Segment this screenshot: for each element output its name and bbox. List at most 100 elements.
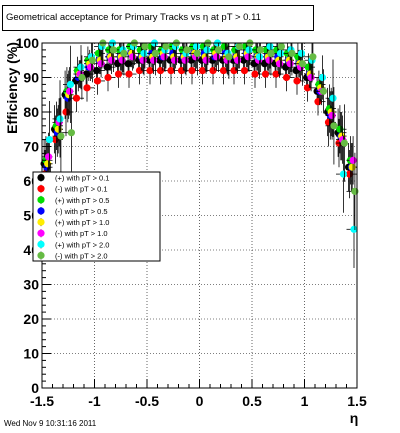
data-point: [183, 46, 191, 54]
data-point: [235, 42, 243, 51]
data-point: [193, 49, 201, 57]
y-tick-label: 90: [23, 70, 39, 86]
data-point: [256, 46, 264, 54]
data-point: [319, 87, 327, 95]
data-point: [297, 49, 306, 57]
data-point: [272, 70, 280, 78]
data-point: [93, 67, 101, 75]
legend-label: (+) with pT > 0.5: [55, 196, 109, 205]
data-point: [66, 80, 75, 88]
data-point: [251, 70, 259, 78]
y-tick-label: 100: [16, 35, 40, 51]
data-point: [150, 56, 158, 64]
x-tick-label: 1.5: [347, 393, 367, 409]
data-point: [266, 42, 274, 51]
data-point: [162, 42, 170, 51]
data-point: [118, 56, 126, 64]
data-point: [125, 70, 133, 78]
data-point: [171, 56, 179, 64]
data-point: [108, 56, 116, 64]
data-point: [114, 70, 123, 78]
data-point: [276, 60, 284, 68]
data-point: [129, 53, 137, 61]
legend-box: [32, 171, 161, 262]
data-point: [83, 84, 91, 92]
data-point: [181, 56, 189, 64]
data-point: [286, 60, 294, 68]
legend: (+) with pT > 0.1 (-) with pT > 0.1 (+) wi…: [32, 171, 161, 262]
legend-marker: [37, 251, 45, 260]
data-point: [45, 153, 53, 161]
legend-label: (+) with pT > 2.0: [55, 240, 109, 249]
data-point: [167, 67, 175, 75]
data-point: [45, 136, 54, 144]
data-point: [67, 129, 75, 137]
legend-label: (+) with pT > 1.0: [55, 218, 109, 227]
data-point: [72, 94, 81, 102]
y-tick-label: 20: [23, 311, 39, 327]
data-point: [225, 53, 233, 61]
data-point: [87, 63, 95, 71]
data-point: [307, 73, 315, 82]
legend-marker: [37, 173, 45, 182]
data-point: [261, 70, 270, 78]
y-axis-label: Efficiency (%): [4, 42, 20, 134]
x-tick-label: 0.5: [242, 393, 262, 409]
y-tick-label: 0: [31, 380, 39, 396]
data-point: [56, 115, 64, 123]
data-series-layer: [40, 39, 359, 268]
data-point: [202, 56, 210, 64]
x-axis-label: η: [350, 410, 359, 426]
data-point: [77, 63, 85, 71]
data-point: [192, 42, 201, 51]
data-point: [93, 77, 102, 85]
data-point: [120, 49, 128, 57]
legend-marker: [37, 207, 45, 215]
data-point: [214, 46, 222, 54]
data-point: [348, 163, 356, 171]
data-point: [140, 49, 148, 57]
data-point: [156, 67, 165, 75]
data-point: [282, 73, 291, 82]
y-tick-label: 30: [23, 277, 39, 293]
data-point: [198, 67, 207, 75]
data-point: [124, 60, 132, 68]
legend-marker: [37, 229, 45, 237]
data-point: [309, 53, 317, 61]
data-point: [267, 49, 275, 57]
data-point: [88, 56, 96, 64]
legend-marker: [37, 185, 45, 193]
data-point: [288, 49, 296, 57]
chart-title: Geometrical acceptance for Primary Track…: [2, 5, 314, 31]
data-point: [255, 53, 264, 61]
x-tick-label: -1: [88, 393, 101, 409]
data-point: [78, 73, 86, 82]
data-point: [349, 156, 357, 164]
data-point: [277, 42, 285, 51]
data-point: [57, 132, 65, 140]
x-tick-label: 1: [301, 393, 309, 409]
legend-marker: [37, 240, 45, 248]
data-point: [146, 67, 154, 75]
data-point: [293, 77, 301, 85]
data-point: [339, 170, 348, 178]
data-point: [209, 67, 217, 75]
data-point: [219, 67, 228, 75]
data-point: [139, 56, 147, 64]
data-point: [265, 56, 273, 64]
data-point: [66, 87, 74, 95]
y-tick-label: 80: [23, 104, 39, 120]
data-point: [97, 60, 105, 68]
legend-label: (-) with pT > 2.0: [55, 251, 108, 260]
data-point: [103, 63, 111, 71]
data-point: [330, 122, 338, 130]
y-tick-label: 70: [23, 139, 39, 155]
data-point: [141, 42, 149, 51]
legend-marker: [37, 218, 45, 226]
legend-label: (+) with pT > 0.1: [55, 174, 109, 183]
data-point: [188, 67, 196, 75]
x-tick-label: -0.5: [135, 393, 159, 409]
x-tick-label: -1.5: [30, 393, 54, 409]
legend-label: (-) with pT > 0.1: [55, 185, 108, 194]
